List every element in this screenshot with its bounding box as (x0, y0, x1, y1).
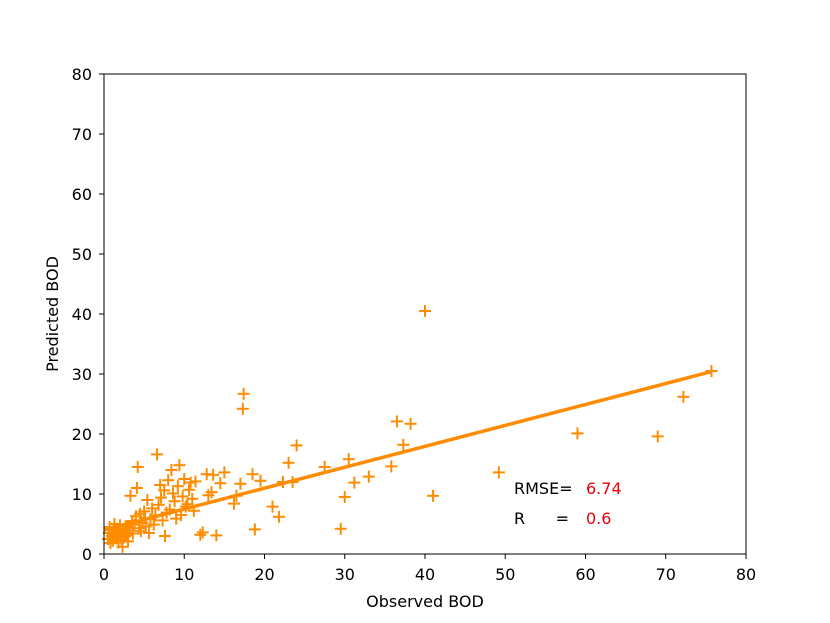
x-tick-label-8: 80 (736, 565, 756, 584)
data-point-63 (178, 473, 191, 485)
data-point-98 (348, 476, 361, 489)
x-tick-label-1: 10 (174, 565, 194, 584)
y-tick-label-6: 60 (72, 185, 92, 204)
y-tick-label-2: 20 (72, 425, 92, 444)
x-tick-label-0: 0 (99, 565, 109, 584)
data-point-104 (419, 305, 431, 317)
regression-line (103, 369, 712, 532)
rmse-value: 6.74 (586, 479, 622, 498)
x-tick-label-6: 60 (575, 565, 595, 584)
data-point-46 (152, 498, 165, 511)
data-point-25 (124, 489, 137, 502)
y-axis-label: Predicted BOD (43, 256, 62, 372)
data-point-22 (122, 535, 135, 548)
data-point-53 (162, 474, 175, 487)
data-point-83 (236, 402, 249, 415)
data-point-80 (228, 497, 241, 510)
x-tick-label-7: 70 (656, 565, 676, 584)
data-point-76 (207, 468, 220, 481)
data-point-91 (282, 456, 295, 469)
data-point-42 (146, 502, 159, 515)
data-point-95 (334, 522, 347, 535)
r-label: R = (514, 509, 569, 528)
data-point-30 (130, 482, 143, 494)
data-point-68 (186, 492, 199, 505)
data-point-48 (154, 491, 167, 504)
y-tick-label-4: 40 (72, 305, 92, 324)
data-point-55 (165, 464, 178, 476)
plot-marks (102, 305, 718, 553)
data-point-50 (158, 484, 171, 497)
data-point-84 (237, 387, 250, 400)
data-point-27 (126, 527, 139, 540)
data-point-108 (651, 430, 664, 443)
data-point-106 (492, 466, 505, 479)
rmse-label: RMSE= (514, 479, 573, 498)
data-point-103 (404, 417, 417, 430)
data-point-102 (397, 438, 410, 451)
data-point-87 (254, 474, 267, 487)
data-point-60 (173, 459, 186, 472)
x-tick-label-3: 30 (335, 565, 355, 584)
data-point-51 (158, 530, 171, 542)
data-point-40 (142, 527, 155, 539)
data-point-38 (139, 520, 152, 533)
plot-frame (103, 73, 747, 555)
data-point-16 (116, 540, 129, 553)
y-tick-label-7: 70 (72, 125, 92, 144)
data-point-96 (338, 491, 351, 503)
data-point-57 (168, 495, 181, 508)
y-tick-label-0: 0 (82, 545, 92, 564)
x-tick-label-2: 20 (254, 565, 274, 584)
x-axis-label: Observed BOD (366, 592, 484, 611)
data-point-66 (183, 483, 196, 496)
data-point-97 (342, 453, 355, 466)
x-tick-label-5: 50 (495, 565, 515, 584)
data-point-70 (189, 475, 202, 488)
y-tick-label-3: 30 (72, 365, 92, 384)
y-tick-label-1: 10 (72, 485, 92, 504)
stats-annotation: RMSE= 6.74 R = 0.6 (514, 479, 622, 528)
data-point-107 (571, 427, 584, 440)
data-point-43 (147, 518, 160, 531)
data-point-77 (210, 529, 223, 542)
data-point-75 (205, 486, 218, 499)
axes: 0 10 20 30 40 50 60 70 80 0 10 20 30 40 50 60 70 80 (72, 65, 757, 584)
data-point-56 (167, 487, 180, 500)
data-point-105 (427, 489, 440, 502)
y-tick-label-8: 80 (72, 65, 92, 84)
data-point-100 (385, 460, 398, 473)
data-point-82 (234, 477, 247, 490)
data-point-78 (214, 477, 227, 490)
data-point-59 (171, 480, 184, 493)
data-point-86 (248, 523, 261, 536)
data-point-88 (266, 500, 279, 513)
x-tick-label-4: 40 (415, 565, 435, 584)
data-point-85 (246, 468, 259, 481)
r-value: 0.6 (586, 509, 611, 528)
data-point-101 (390, 415, 403, 428)
data-point-71 (194, 528, 207, 541)
data-point-39 (141, 494, 154, 506)
y-tick-label-5: 50 (72, 245, 92, 264)
data-point-72 (196, 526, 209, 539)
data-point-62 (176, 490, 189, 503)
data-point-93 (290, 439, 303, 452)
data-point-109 (677, 390, 690, 403)
data-point-31 (131, 461, 144, 473)
data-point-89 (272, 510, 285, 523)
data-point-79 (218, 466, 231, 479)
data-point-99 (362, 470, 375, 483)
data-point-45 (150, 448, 163, 461)
